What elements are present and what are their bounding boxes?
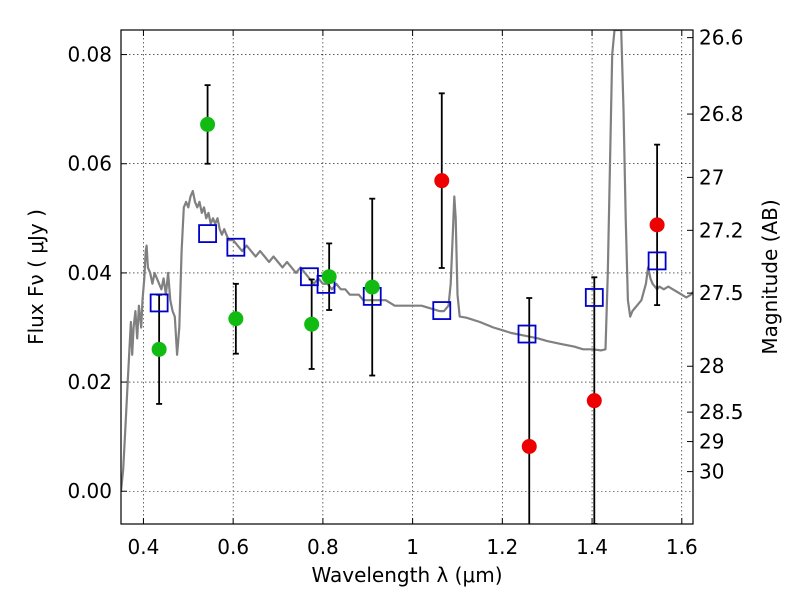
x-tick-label: 0.6 [217,535,249,559]
observed-flux-point [434,173,450,189]
observed-flux-point [364,279,380,295]
y-tick-label: 0.08 [67,43,112,67]
plot-area [121,30,693,524]
observed-flux-point [304,316,320,332]
magnitude-tick-label: 29 [699,430,724,454]
y-tick-label: 0.06 [67,152,112,176]
y-tick-label: 0.00 [67,479,112,503]
observed-flux-point [321,269,337,285]
plot-frame [120,29,694,525]
data-marks [149,84,667,524]
x-axis-label: Wavelength λ (μm) [311,563,502,587]
x-tick-label: 1.2 [486,535,518,559]
model-spectrum-line [121,30,693,492]
observed-flux-point [228,311,244,327]
observed-flux-point [200,116,216,132]
observed-flux-point [521,438,537,454]
observed-flux-point [649,217,665,233]
x-tick-label: 0.4 [128,535,160,559]
observed-flux-point [586,393,602,409]
magnitude-tick-label: 30 [699,460,724,484]
x-tick-label: 0.8 [307,535,339,559]
magnitude-tick-label: 26.6 [699,26,744,50]
model-photometry-square [432,301,452,320]
model-photometry-square [517,324,537,344]
magnitude-tick-label: 28 [699,354,724,378]
magnitude-tick-label: 27.2 [699,218,744,242]
y-tick-label: 0.04 [67,261,112,285]
x-tick-label: 1 [406,535,419,559]
y-tick-label: 0.02 [67,370,112,394]
model-photometry-square [584,288,604,307]
magnitude-tick-label: 28.5 [699,400,744,424]
x-tick-label: 1.6 [666,535,698,559]
model-photometry-square [198,224,217,244]
grid-lines [121,30,693,524]
axis-ticks: 0.4 0.6 0.8 1 1.2 1.4 1.6 0.00 0.02 0.04 0.06 0.08 2… [67,26,743,559]
magnitude-tick-label: 26.8 [699,102,744,126]
model-photometry-square [647,251,667,271]
model-photometry-square [149,293,169,313]
y-axis-label: Flux Fν ( μJy ) [24,209,48,345]
magnitude-tick-label: 27 [699,165,724,189]
magnitude-axis-label: Magnitude (AB) [758,199,782,354]
x-tick-label: 1.4 [576,535,608,559]
observed-flux-point [151,341,167,357]
magnitude-tick-label: 27.5 [699,281,744,305]
model-photometry-square [226,237,246,257]
